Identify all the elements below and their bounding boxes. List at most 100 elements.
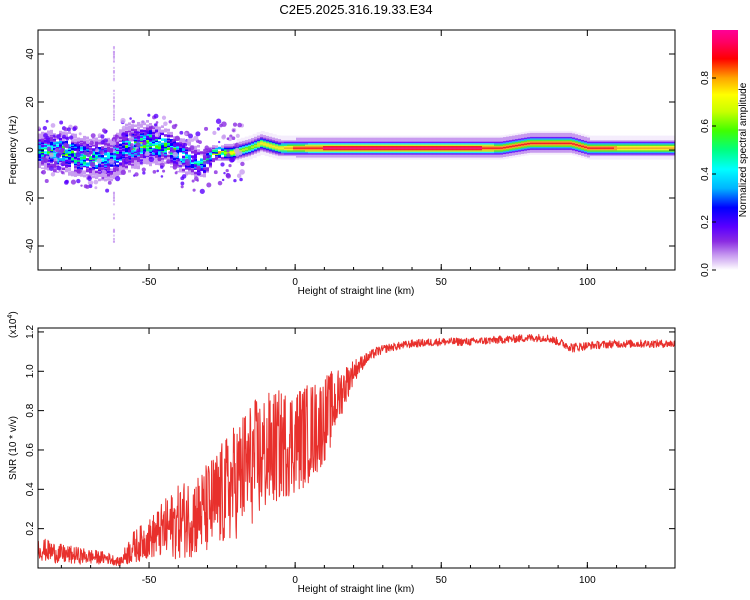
spectrogram-cell	[431, 144, 434, 148]
spectrogram-cell	[623, 140, 626, 144]
spectrogram-cell	[239, 143, 242, 146]
spectrogram-cell	[446, 143, 449, 147]
spectrogram-cell	[125, 128, 128, 131]
spectrogram-halo	[512, 133, 517, 158]
spectrogram-cell	[50, 144, 53, 147]
spectrogram-streak	[112, 203, 115, 206]
spectrogram-cell	[305, 150, 308, 154]
spectrogram-cell	[335, 144, 338, 148]
spectrogram-cell	[41, 167, 44, 171]
spectrogram-cell	[155, 161, 158, 164]
spectrogram-cell	[395, 141, 398, 145]
spectrogram-cell	[98, 178, 101, 182]
spectrogram-halo	[460, 135, 465, 160]
spectrogram-cell	[71, 152, 74, 155]
spectrogram-cell	[209, 156, 212, 160]
spectrogram-cell	[113, 146, 116, 149]
spectrogram-cell	[230, 148, 233, 151]
spectrogram-cell	[104, 174, 107, 178]
spectrogram-cell	[221, 156, 224, 160]
spectrogram-cell	[101, 156, 104, 159]
spectrogram-cell	[83, 135, 86, 139]
spectrogram-cell	[50, 145, 53, 149]
spectrogram-cell	[239, 144, 242, 148]
spectrogram-cell	[494, 149, 497, 152]
spectrogram-cell	[194, 174, 197, 178]
spectrogram-speckle	[100, 139, 105, 145]
spectrogram-cell	[125, 135, 128, 138]
spectrogram-speckle	[121, 158, 125, 162]
spectrogram-cell	[83, 145, 86, 149]
spectrogram-cell	[368, 140, 371, 144]
spectrogram-cell	[269, 151, 272, 154]
spectrogram-cell	[374, 144, 377, 148]
spectrogram-cell	[137, 157, 140, 161]
spectrogram-cell	[593, 144, 596, 148]
spectrogram-cell	[134, 141, 137, 145]
spectrogram-cell	[65, 153, 68, 157]
spectrogram-cell	[299, 144, 302, 148]
spectrogram-cell	[422, 150, 425, 154]
spectrogram-cell	[329, 152, 332, 155]
spectrogram-cell	[602, 139, 605, 142]
spectrogram-cell	[539, 150, 542, 153]
spectrogram-cell	[485, 141, 488, 145]
spectrogram-cell	[251, 139, 254, 143]
spectrogram-cell	[233, 146, 236, 149]
spectrogram-cell	[41, 137, 44, 141]
spectrogram-cell	[233, 153, 236, 156]
spectrogram-cell	[104, 145, 107, 149]
spectrogram-cell	[119, 149, 122, 153]
spectrogram-cell	[446, 149, 449, 152]
spectrogram-cell	[161, 145, 164, 149]
spectrogram-cell	[374, 139, 377, 142]
spectrogram-streak	[112, 173, 115, 176]
spectrogram-cell	[533, 135, 536, 139]
spectrogram-cell	[263, 136, 266, 140]
spectrogram-cell	[182, 139, 185, 143]
spectrogram-cell	[170, 160, 173, 164]
spectrogram-cell	[353, 153, 356, 157]
spectrogram-cell	[98, 174, 101, 177]
spectrogram-cell	[425, 146, 428, 149]
snr-x-ticks: -50 0 50 100	[60, 328, 676, 586]
spectrogram-cell	[185, 152, 188, 156]
spectrogram-cell	[626, 137, 629, 141]
spectrogram-cell	[104, 149, 107, 153]
spectrogram-cell	[152, 130, 155, 134]
spectrogram-cell	[626, 143, 629, 147]
spectrogram-cell	[92, 166, 95, 170]
spectrogram-speckle	[154, 131, 161, 138]
spectrogram-cell	[65, 160, 68, 164]
spectrogram-cell	[566, 150, 569, 153]
spectrogram-cell	[263, 149, 266, 153]
spectrogram-cell	[155, 145, 158, 148]
spectrogram-cell	[116, 158, 119, 162]
spectrogram-cell	[566, 138, 569, 142]
spectrogram-cell	[299, 139, 302, 142]
spectrogram-cell	[260, 137, 263, 140]
spectrogram-cell	[392, 137, 395, 141]
spectrogram-cell	[326, 149, 329, 152]
spectrogram-cell	[479, 137, 482, 141]
spectrogram-cell	[494, 147, 497, 151]
spectrogram-cell	[89, 138, 92, 142]
spectrogram-cell	[536, 134, 539, 137]
spectrogram-y-tick-label: 40	[25, 48, 36, 60]
spectrogram-halo	[440, 135, 445, 160]
spectrogram-cell	[638, 147, 641, 151]
spectrogram-cell	[110, 141, 113, 144]
spectrogram-cell	[119, 162, 122, 165]
spectrogram-cell	[74, 132, 77, 136]
spectrogram-cell	[377, 149, 380, 152]
spectrogram-speckle	[212, 130, 217, 135]
spectrogram-cell	[59, 137, 62, 141]
spectrogram-cell	[38, 145, 41, 148]
spectrogram-cell	[470, 139, 473, 142]
spectrogram-cell	[554, 132, 557, 136]
spectrogram-cell	[179, 142, 182, 146]
spectrogram-cell	[101, 154, 104, 158]
spectrogram-cell	[407, 140, 410, 144]
spectrogram-speckle	[187, 133, 194, 139]
spectrogram-cell	[41, 159, 44, 162]
